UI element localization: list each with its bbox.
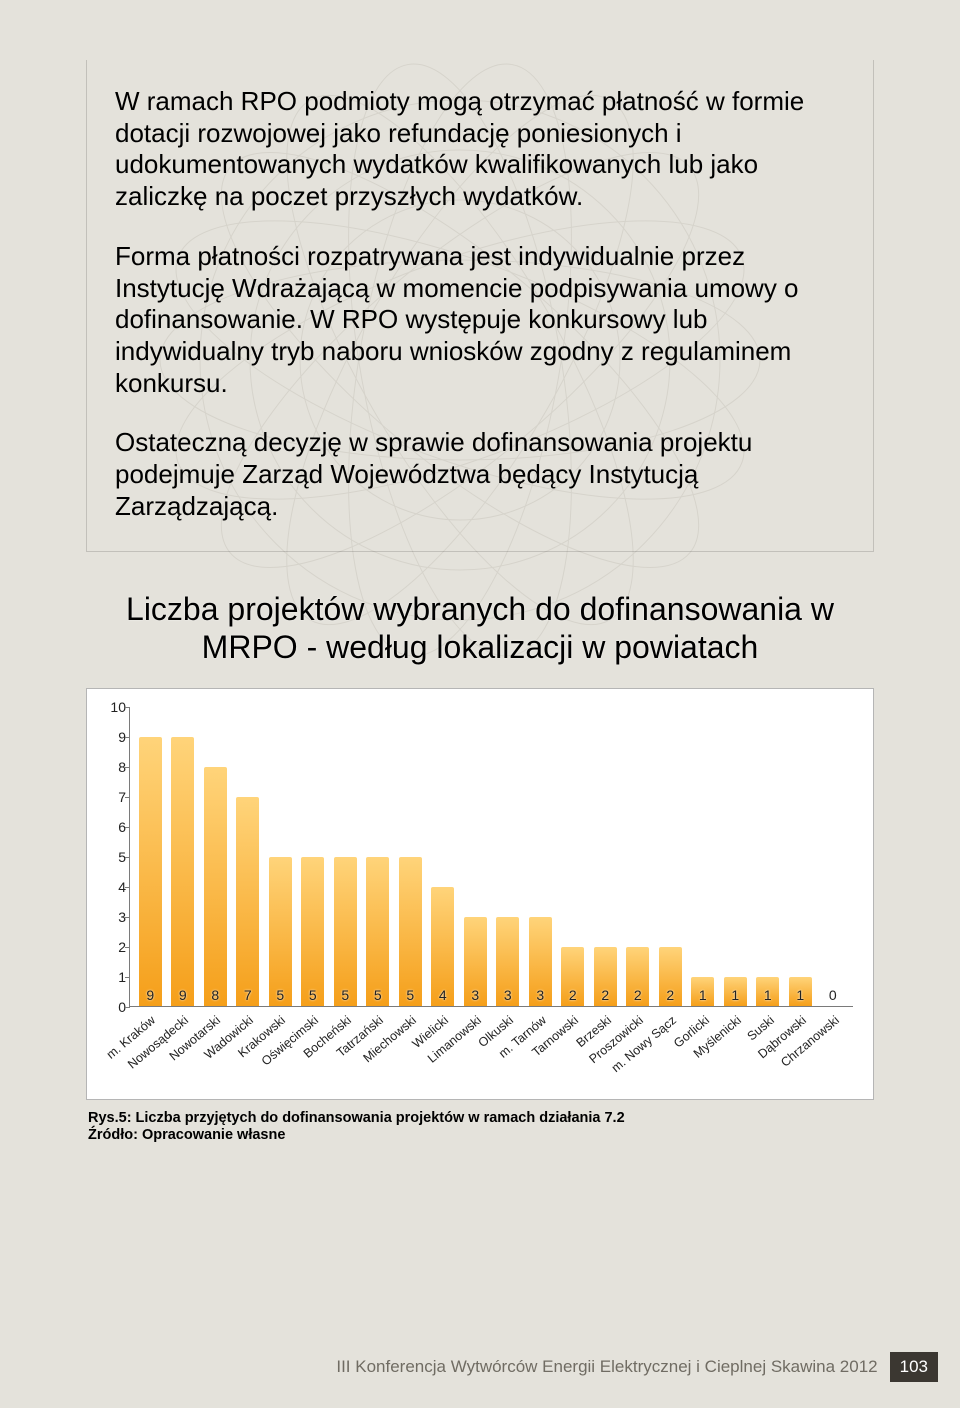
bar — [334, 857, 357, 1007]
bar-column: 0 — [817, 707, 850, 1006]
bar-column: 8 — [199, 707, 232, 1006]
bar-value-label: 9 — [179, 987, 187, 1003]
bar-value-label: 5 — [374, 987, 382, 1003]
bar-column: 2 — [589, 707, 622, 1006]
bar-column: 2 — [654, 707, 687, 1006]
y-tick-label: 8 — [102, 759, 126, 775]
footer-text: III Konferencja Wytwórców Energii Elektr… — [336, 1357, 877, 1377]
bar-value-label: 2 — [601, 987, 609, 1003]
bar — [269, 857, 292, 1007]
paragraph-1: W ramach RPO podmioty mogą otrzymać płat… — [115, 86, 845, 213]
bar-column: 5 — [297, 707, 330, 1006]
figure-caption: Rys.5: Liczba przyjętych do dofinansowan… — [88, 1110, 874, 1126]
y-tick-label: 7 — [102, 789, 126, 805]
bar-column: 3 — [492, 707, 525, 1006]
bar-value-label: 3 — [471, 987, 479, 1003]
bar-value-label: 3 — [536, 987, 544, 1003]
y-tick-label: 1 — [102, 969, 126, 985]
bar-column: 1 — [752, 707, 785, 1006]
bar — [139, 737, 162, 1006]
bar-chart: 0123456789109987555554333222211110 m. Kr… — [86, 688, 874, 1100]
bar — [171, 737, 194, 1006]
bar-column: 5 — [362, 707, 395, 1006]
bar-value-label: 3 — [504, 987, 512, 1003]
bar-column: 1 — [687, 707, 720, 1006]
y-tick-label: 4 — [102, 879, 126, 895]
bar-column: 4 — [427, 707, 460, 1006]
y-tick-label: 5 — [102, 849, 126, 865]
bar-value-label: 1 — [796, 987, 804, 1003]
bar-column: 7 — [232, 707, 265, 1006]
bar-value-label: 1 — [699, 987, 707, 1003]
bar — [366, 857, 389, 1007]
bar-value-label: 7 — [244, 987, 252, 1003]
page-footer: III Konferencja Wytwórców Energii Elektr… — [0, 1352, 960, 1382]
bar — [301, 857, 324, 1007]
bar-column: 2 — [622, 707, 655, 1006]
y-tick-label: 10 — [102, 699, 126, 715]
bar-column: 5 — [394, 707, 427, 1006]
paragraph-3: Ostateczną decyzję w sprawie dofinansowa… — [115, 427, 845, 522]
y-tick-label: 2 — [102, 939, 126, 955]
bar-value-label: 1 — [764, 987, 772, 1003]
bar-value-label: 2 — [666, 987, 674, 1003]
bar-value-label: 2 — [569, 987, 577, 1003]
bar-column: 3 — [524, 707, 557, 1006]
bar — [399, 857, 422, 1007]
y-tick-label: 3 — [102, 909, 126, 925]
y-tick-label: 0 — [102, 999, 126, 1015]
bar-column: 9 — [167, 707, 200, 1006]
bar-column: 1 — [784, 707, 817, 1006]
bar-value-label: 5 — [309, 987, 317, 1003]
bar — [236, 797, 259, 1006]
text-block: W ramach RPO podmioty mogą otrzymać płat… — [86, 60, 874, 552]
bar-value-label: 1 — [731, 987, 739, 1003]
bar-value-label: 0 — [829, 987, 837, 1003]
bar-value-label: 4 — [439, 987, 447, 1003]
bar-value-label: 2 — [634, 987, 642, 1003]
y-tick-label: 9 — [102, 729, 126, 745]
bar-column: 2 — [557, 707, 590, 1006]
paragraph-2: Forma płatności rozpatrywana jest indywi… — [115, 241, 845, 400]
bar-column: 1 — [719, 707, 752, 1006]
page-number: 103 — [890, 1352, 938, 1382]
y-tick-label: 6 — [102, 819, 126, 835]
figure-source: Źródło: Opracowanie własne — [88, 1127, 874, 1143]
bar-value-label: 5 — [276, 987, 284, 1003]
bar-value-label: 5 — [406, 987, 414, 1003]
bar-column: 5 — [329, 707, 362, 1006]
bar-value-label: 9 — [146, 987, 154, 1003]
bar — [204, 767, 227, 1006]
chart-title: Liczba projektów wybranych do dofinansow… — [96, 590, 864, 667]
bar-column: 5 — [264, 707, 297, 1006]
bar-column: 9 — [134, 707, 167, 1006]
bar-column: 3 — [459, 707, 492, 1006]
bar-value-label: 8 — [211, 987, 219, 1003]
bar-value-label: 5 — [341, 987, 349, 1003]
